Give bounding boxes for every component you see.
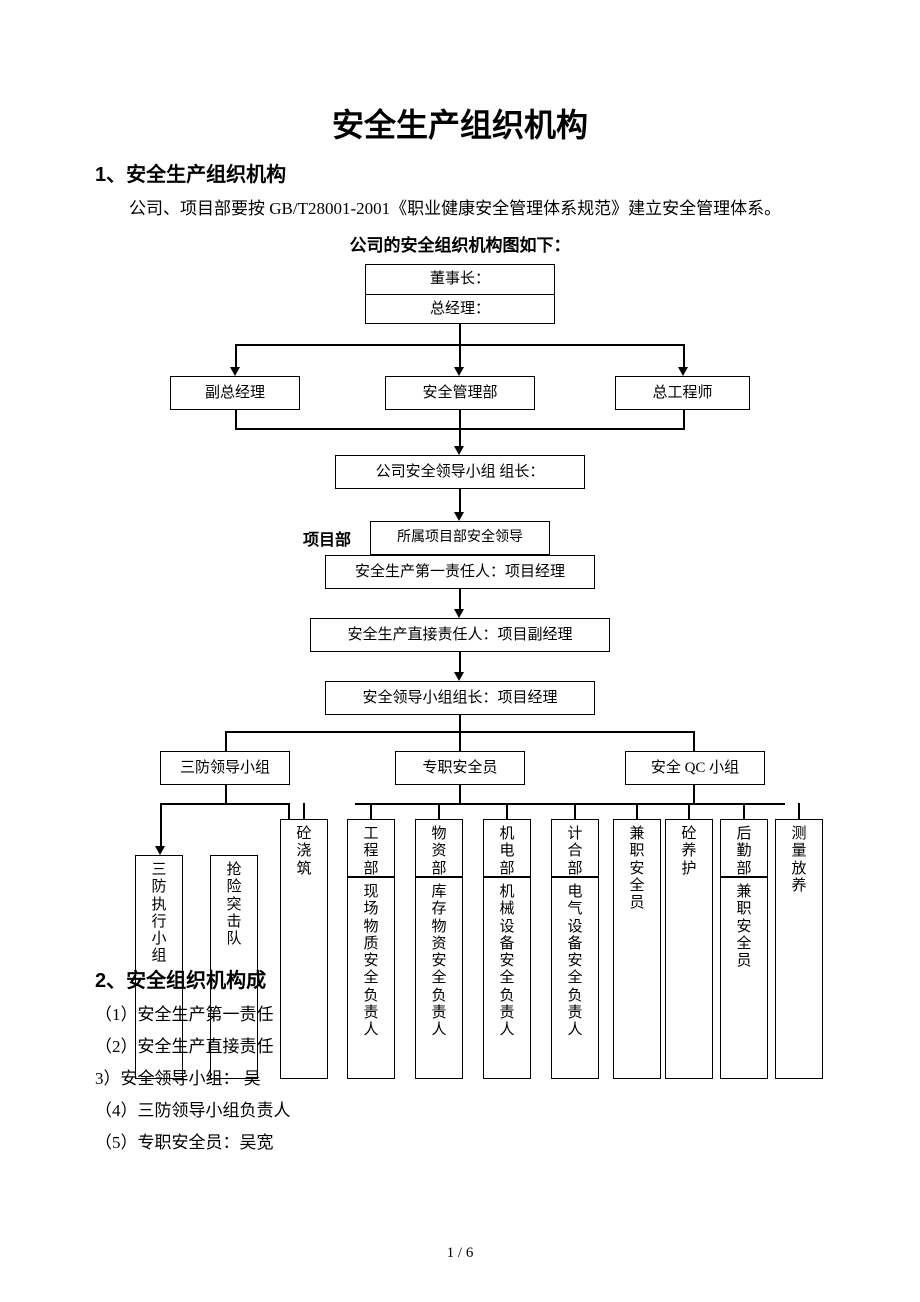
node-company-group: 公司安全领导小组 组长： (335, 455, 585, 489)
proj-label: 项目部 (303, 526, 351, 550)
section2: 2、安全组织机构成 （1）安全生产第一责任 （2）安全生产直接责任 3）安全领导… (95, 960, 825, 1159)
section2-item: 3）安全领导小组： 吴 (95, 1063, 825, 1095)
leaf-dept: 后勤部 (720, 819, 768, 877)
node-first-resp: 安全生产第一责任人：项目经理 (325, 555, 595, 589)
diagram-caption: 公司的安全组织机构图如下： (95, 231, 825, 256)
section1-para: 公司、项目部要按 GB/T28001-2001《职业健康安全管理体系规范》建立安… (95, 193, 825, 225)
page-title: 安全生产组织机构 (95, 100, 825, 146)
node-vgm: 副总经理 (170, 376, 300, 410)
node-direct-resp: 安全生产直接责任人：项目副经理 (310, 618, 610, 652)
section2-item: （4）三防领导小组负责人 (95, 1095, 825, 1127)
leaf-dept: 工程部 (347, 819, 395, 877)
section2-heading: 2、安全组织机构成 (95, 964, 825, 993)
node-lead-group: 安全领导小组组长：项目经理 (325, 681, 595, 715)
leaf-dept: 计合部 (551, 819, 599, 877)
node-chief-eng: 总工程师 (615, 376, 750, 410)
section2-item: （5）专职安全员：吴宽 (95, 1127, 825, 1159)
node-safety-dept: 安全管理部 (385, 376, 535, 410)
leaf-dept: 物资部 (415, 819, 463, 877)
section1-heading: 1、安全生产组织机构 (95, 158, 825, 187)
leaf-dept: 机电部 (483, 819, 531, 877)
node-qc: 安全 QC 小组 (625, 751, 765, 785)
page-number: 1 / 6 (0, 1245, 920, 1262)
section2-item: （1）安全生产第一责任 (95, 999, 825, 1031)
node-fulltime: 专职安全员 (395, 751, 525, 785)
section2-item: （2）安全生产直接责任 (95, 1031, 825, 1063)
node-sanfang: 三防领导小组 (160, 751, 290, 785)
node-chairman: 董事长： (365, 264, 555, 294)
node-gm: 总经理： (365, 294, 555, 324)
node-proj-group: 所属项目部安全领导 (370, 521, 550, 555)
